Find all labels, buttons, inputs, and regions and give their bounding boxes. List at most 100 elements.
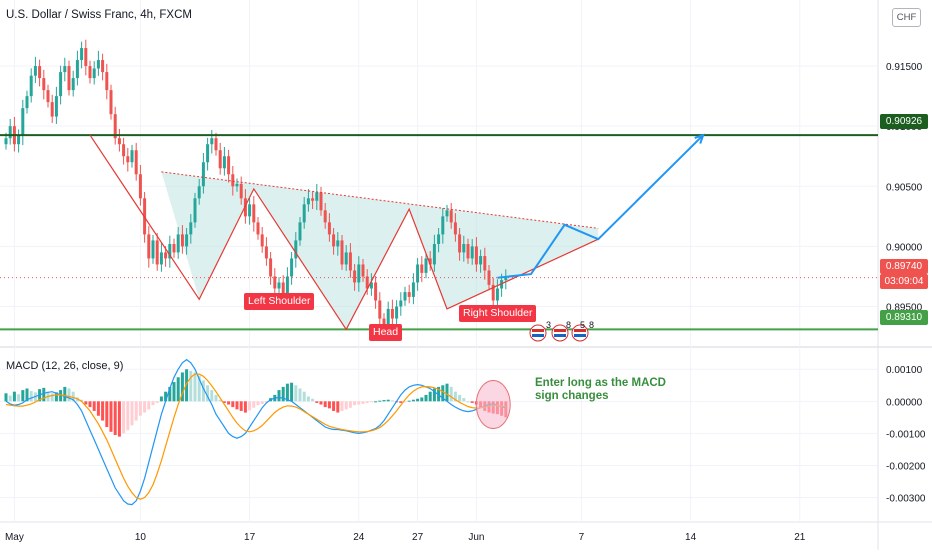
candle-body — [151, 240, 155, 259]
event-flag-stripe — [574, 329, 586, 332]
macd-histogram-bar — [382, 400, 386, 402]
projection-arrowhead — [694, 133, 705, 144]
macd-histogram-bar — [302, 391, 306, 402]
time-tick-label: 14 — [685, 532, 697, 543]
candle-body — [122, 144, 126, 157]
macd-histogram-bar — [428, 391, 432, 402]
macd-histogram-bar — [151, 401, 155, 406]
right-shoulder-label: Right Shoulder — [459, 305, 537, 322]
macd-histogram-bar — [130, 401, 134, 426]
macd-histogram-bar — [176, 377, 180, 402]
macd-histogram-bar — [21, 390, 25, 402]
macd-histogram-bar — [88, 401, 92, 408]
macd-histogram-bar — [8, 395, 12, 402]
candle-body — [504, 277, 508, 281]
macd-histogram-bar — [248, 401, 252, 411]
macd-histogram-bar — [281, 386, 285, 402]
candle-body — [298, 222, 302, 241]
candle-body — [403, 292, 407, 301]
macd-histogram-bar — [264, 401, 268, 403]
candle-body — [21, 108, 25, 136]
candle-body — [235, 183, 239, 187]
candle-body — [479, 256, 483, 265]
macd-histogram-bar — [420, 397, 424, 402]
macd-tick-label: -0.00100 — [886, 429, 926, 440]
candle-body — [113, 114, 117, 139]
macd-histogram-bar — [50, 393, 54, 402]
candle-body — [239, 183, 243, 199]
candle-body — [138, 174, 142, 199]
candlestick-series — [4, 39, 508, 335]
macd-histogram-bar — [193, 372, 197, 402]
candle-body — [96, 60, 100, 69]
macd-histogram-bar — [311, 398, 315, 402]
macd-histogram-bar — [201, 380, 205, 402]
candle-body — [365, 276, 369, 289]
candle-body — [33, 66, 37, 76]
candle-body — [222, 156, 226, 169]
candle-body — [172, 244, 176, 253]
candle-body — [54, 96, 58, 117]
current-price-tag: 0.89740 — [880, 259, 928, 274]
candle-body — [311, 198, 315, 201]
price-tick-label: 0.91500 — [886, 62, 923, 73]
candle-body — [462, 244, 466, 253]
macd-histogram-bar — [470, 401, 474, 403]
candle-body — [495, 288, 499, 301]
candle-body — [340, 240, 344, 265]
candle-body — [411, 282, 415, 297]
macd-histogram-bar — [453, 391, 457, 402]
candle-body — [374, 282, 378, 301]
candle-body — [332, 234, 336, 247]
candle-body — [386, 308, 390, 329]
macd-histogram-bar — [235, 401, 239, 410]
time-tick-label: Jun — [468, 532, 484, 543]
macd-histogram-bar — [298, 388, 302, 402]
candle-body — [214, 138, 218, 151]
candle-body — [92, 68, 96, 79]
candle-body — [277, 282, 281, 289]
candle-body — [50, 102, 54, 117]
macd-histogram-bar — [390, 400, 394, 402]
candle-body — [189, 222, 193, 235]
time-tick-label: May — [5, 532, 24, 543]
candle-body — [185, 234, 189, 247]
candle-body — [38, 66, 42, 79]
grid-lines — [0, 0, 878, 522]
macd-histogram-bar — [126, 401, 130, 431]
candle-body — [306, 198, 310, 205]
macd-histogram-bar — [168, 386, 172, 402]
macd-histogram-bar — [466, 401, 470, 403]
candle-body — [248, 204, 252, 217]
macd-histogram-bar — [407, 400, 411, 402]
macd-histogram-bar — [369, 401, 373, 403]
candle-body — [252, 204, 256, 223]
candle-body — [285, 276, 289, 295]
time-tick-label: 7 — [579, 532, 585, 543]
candle-body — [369, 282, 373, 289]
macd-histogram-bar — [327, 401, 331, 409]
candle-body — [378, 300, 382, 319]
macd-histogram-bar — [67, 388, 71, 402]
time-tick-label: 17 — [244, 532, 256, 543]
macd-histogram-bar — [340, 401, 344, 411]
event-flag-icon — [529, 324, 547, 342]
candle-body — [416, 264, 420, 283]
candle-body — [193, 198, 197, 223]
macd-histogram-bar — [378, 400, 382, 402]
candle-body — [4, 138, 8, 145]
macd-tick-label: -0.00200 — [886, 461, 926, 472]
candle-body — [336, 240, 340, 247]
currency-button[interactable]: CHF — [892, 8, 921, 27]
candle-body — [227, 156, 231, 175]
candle-body — [466, 244, 470, 259]
projection-line — [497, 134, 704, 279]
time-tick-label: 24 — [353, 532, 365, 543]
macd-histogram-bar — [353, 401, 357, 406]
candle-body — [428, 258, 432, 265]
candle-body — [395, 306, 399, 319]
macd-histogram-bar — [437, 386, 441, 402]
